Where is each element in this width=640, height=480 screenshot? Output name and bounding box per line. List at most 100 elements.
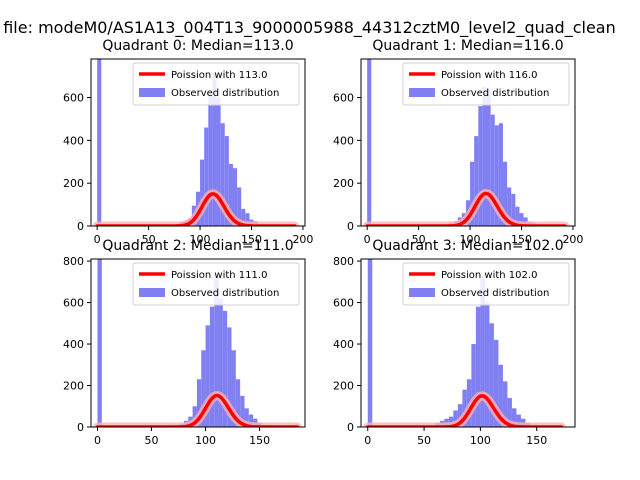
y-tick-label: 200 [333,380,354,393]
panel-quadrant-1: 0 50 100 150 200 0 200 400 600 Quadrant 1: Median… [333,38,583,246]
histogram-bar [196,379,202,427]
histogram-bar [227,327,232,427]
figure-suptitle: n file: modeM0/AS1A13_004T13_9000005988_… [0,18,640,46]
histogram-bar [208,93,213,226]
legend-label-poisson: Poission with 111.0 [171,270,267,281]
histogram-bar [248,414,254,427]
histogram-bar [216,97,221,226]
histogram-bar [484,302,490,427]
legend-label-poisson: Poission with 102.0 [441,270,537,281]
panel-title: Quadrant 1: Median=116.0 [372,38,563,54]
histogram-bar [453,410,458,427]
histogram-bar [245,213,250,226]
panel-title: Quadrant 0: Median=113.0 [102,38,293,54]
y-tick-label: 600 [333,92,354,105]
histogram-bar [231,350,236,427]
histogram-bar [201,350,206,427]
histogram-bar [498,364,503,427]
histogram-bar [493,339,499,427]
x-tick-label: 50 [145,434,159,447]
x-tick-label: 100 [460,233,481,246]
y-tick-label: 600 [63,297,84,310]
histogram-bar [494,125,499,226]
histogram-bar [511,408,517,427]
histogram-bar [205,325,210,427]
poisson-curve [95,192,297,226]
legend: Poission with 116.0 Observed distribution [402,62,570,106]
histogram-bar [244,408,249,427]
y-tick-label: 600 [63,92,84,105]
histogram-bar [482,86,487,226]
axes-frame [360,258,576,428]
x-tick-label: 50 [417,434,431,447]
y-tick-label: 800 [333,255,354,268]
legend-box [132,262,300,306]
histogram-bar [462,389,467,427]
histogram-bar [222,310,228,427]
y-tick-label: 0 [77,220,84,233]
legend-label-observed: Observed distribution [441,88,549,99]
histogram-bar [235,379,241,427]
histogram-bar [511,193,516,226]
x-tick-label: 100 [470,434,491,447]
legend: Poission with 113.0 Observed distribution [132,62,300,106]
histogram-bar [200,159,205,226]
panel-title: Quadrant 2: Median=111.0 [102,238,293,254]
x-tick-label: 200 [562,233,583,246]
x-tick-label: 150 [511,233,532,246]
histogram-bar [516,414,521,427]
legend: Poission with 102.0 Observed distribution [402,262,570,306]
histogram-bar [237,187,242,226]
x-tick-label: 150 [241,233,262,246]
histogram-bar [480,275,485,427]
histogram-bar [97,259,102,427]
histogram-bar [478,106,483,226]
histogram-bar [471,344,476,427]
histogram-bar [228,163,233,226]
histogram-bar [209,306,215,427]
histogram-bar [240,395,245,427]
x-tick-label: 200 [292,233,313,246]
y-tick-label: 200 [63,177,84,190]
y-tick-label: 200 [63,380,84,393]
histogram-bar [214,275,219,427]
plot-area [92,59,300,226]
legend-swatch-observed [409,88,435,97]
x-tick-label: 50 [142,233,156,246]
histogram-bar [212,71,217,226]
legend: Poission with 111.0 Observed distribution [132,262,300,306]
legend-box [402,262,570,306]
histogram-bar [498,123,503,226]
histogram-bar [507,187,512,226]
axes-frame [90,58,306,227]
panel-quadrant-3: 0 50 100 150 0 200 400 600 800 Quadrant 3: Median… [333,238,576,447]
histogram-bar [475,306,481,427]
panel-quadrant-2: 0 50 100 150 0 200 400 600 800 Quadrant 2: Median… [63,238,306,447]
histogram-bar [474,136,479,226]
legend-box [402,62,570,106]
y-tick-label: 400 [63,338,84,351]
histogram-bar [502,161,508,226]
histogram-bar [457,404,463,427]
legend-box [132,62,300,106]
histogram-bar [507,397,512,427]
poisson-curve-glow [92,189,300,226]
y-tick-label: 200 [333,177,354,190]
y-tick-label: 800 [63,255,84,268]
histogram-bar [519,213,524,226]
x-tick-label: 0 [94,434,101,447]
histogram-bar [218,298,223,427]
legend-label-poisson: Poission with 113.0 [171,70,267,81]
legend-label-observed: Observed distribution [441,288,549,299]
y-tick-label: 600 [333,297,354,310]
x-tick-label: 150 [249,434,270,447]
x-tick-label: 100 [195,434,216,447]
poisson-curve [365,191,567,226]
legend-label-poisson: Poission with 116.0 [441,70,537,81]
legend-label-observed: Observed distribution [171,288,279,299]
legend-swatch-observed [139,88,165,97]
histogram-bar [367,259,373,427]
x-tick-label: 150 [526,434,547,447]
histogram-bar [502,381,508,427]
histogram-bar [224,136,229,226]
